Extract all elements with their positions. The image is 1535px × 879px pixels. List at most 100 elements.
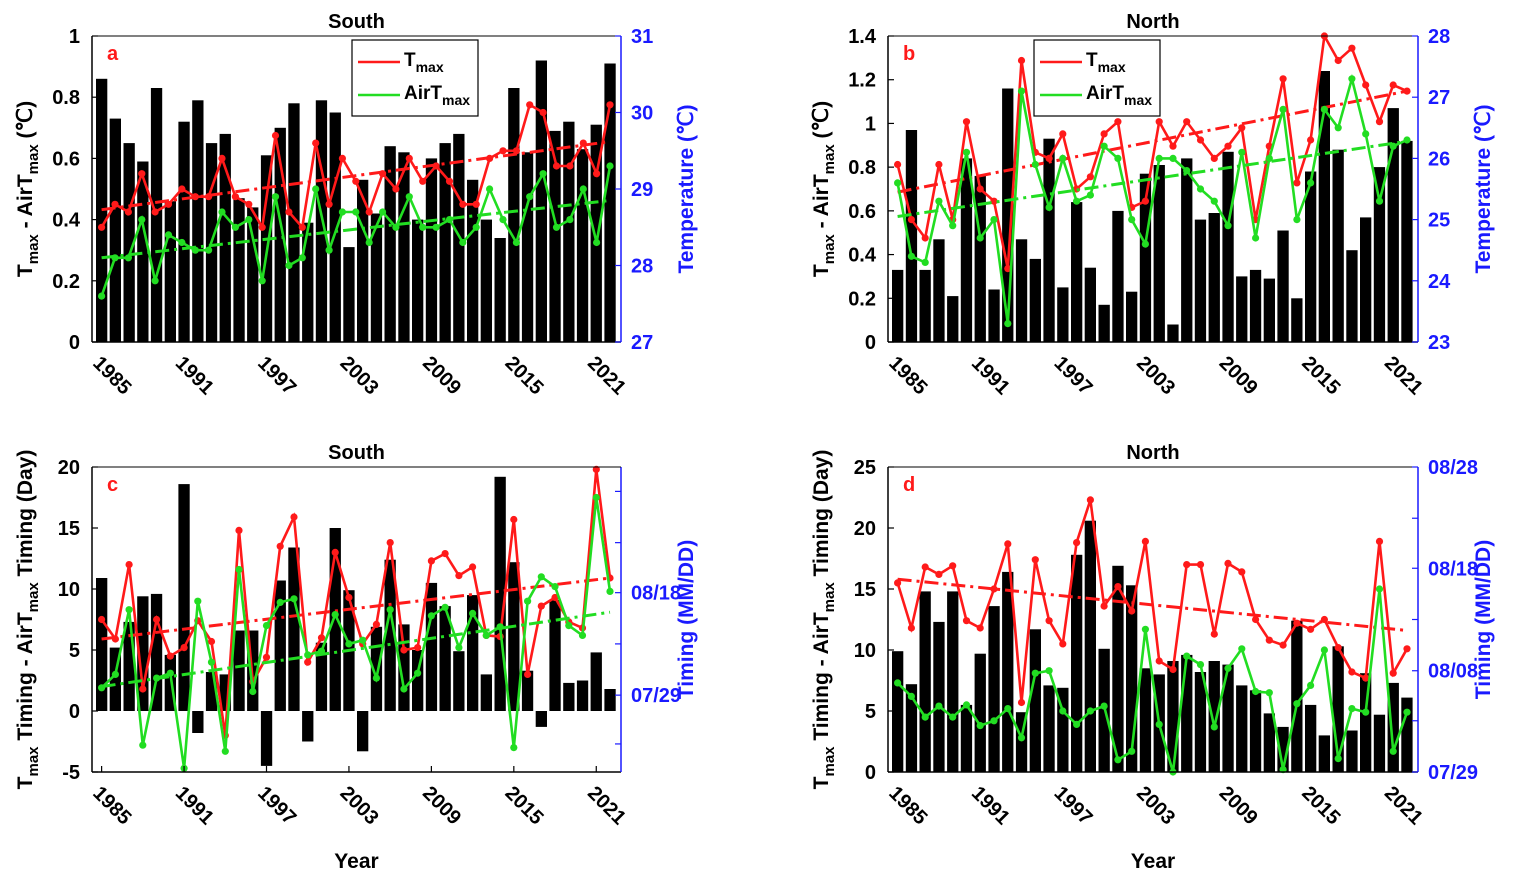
- point-tmax-27: [1265, 636, 1273, 644]
- point-tmax-14: [1086, 496, 1094, 504]
- point-tmax-3: [139, 685, 147, 693]
- point-airtmax-37: [1403, 708, 1411, 716]
- point-airtmax-3: [139, 741, 147, 749]
- right-tick-label: 25: [1428, 210, 1450, 232]
- x-tick-label: 2021: [1380, 352, 1427, 399]
- point-tmax-24: [419, 177, 427, 185]
- point-tmax-28: [472, 200, 480, 208]
- left-tick-label: 0: [865, 762, 876, 784]
- left-axis-label: Tmax - AirTmax (℃): [810, 101, 838, 277]
- legend-tmax-main: T: [404, 50, 416, 71]
- point-airtmax-4: [949, 713, 957, 721]
- bar-1988: [933, 621, 945, 772]
- bar-1993: [1002, 88, 1014, 342]
- bar-2010: [439, 606, 451, 711]
- point-tmax-8: [207, 637, 216, 646]
- point-tmax-30: [499, 147, 507, 155]
- point-airtmax-3: [138, 216, 146, 224]
- bar-2013: [1277, 230, 1289, 342]
- point-airtmax-16: [312, 185, 320, 193]
- right-tick-label: 27: [631, 332, 653, 354]
- point-tmax-30: [1307, 625, 1315, 633]
- x-tick-label: 2021: [1380, 782, 1427, 829]
- bar-1987: [919, 269, 931, 342]
- series-line-tmax: [100, 469, 612, 736]
- point-airtmax-21: [379, 208, 387, 216]
- bar-1994: [1015, 712, 1028, 772]
- bar-2001: [315, 642, 328, 711]
- bar-2002: [329, 528, 341, 711]
- point-airtmax-1: [907, 692, 916, 701]
- point-airtmax-31: [524, 597, 532, 605]
- point-airtmax-35: [566, 216, 574, 224]
- bar-2000: [1098, 304, 1110, 342]
- point-airtmax-23: [1210, 723, 1218, 731]
- point-airtmax-24: [419, 223, 427, 231]
- point-airtmax-31: [512, 238, 521, 247]
- point-airtmax-17: [1128, 216, 1136, 224]
- left-axis-label-part: max: [25, 144, 42, 175]
- point-airtmax-23: [1210, 197, 1218, 205]
- left-axis-label: Tmax Timing - AirTmax Timing (Day): [810, 450, 838, 790]
- bar-1992: [988, 606, 1000, 772]
- bar-2014: [1291, 298, 1303, 342]
- bar-2002: [329, 112, 341, 342]
- bar-2020: [576, 149, 589, 342]
- point-airtmax-11: [1045, 203, 1053, 211]
- bar-2010: [439, 143, 451, 342]
- bar-2004: [357, 711, 369, 752]
- bar-2011: [1249, 269, 1262, 342]
- legend-airtmax-main: AirT: [404, 83, 442, 104]
- x-axis-label: Year: [334, 850, 378, 873]
- bar-2010: [1236, 685, 1248, 772]
- bar-2015: [508, 562, 520, 711]
- point-tmax-24: [1224, 559, 1232, 568]
- legend-airtmax-main: AirT: [1086, 83, 1124, 104]
- bar-2017: [535, 60, 547, 342]
- point-airtmax-6: [178, 238, 186, 247]
- point-airtmax-22: [400, 685, 408, 693]
- bar-2019: [1360, 217, 1372, 342]
- point-tmax-6: [180, 644, 188, 652]
- point-tmax-18: [1141, 197, 1149, 205]
- panel-letter: a: [107, 43, 119, 65]
- bar-1992: [192, 711, 204, 733]
- left-tick-label: 5: [69, 640, 80, 662]
- bar-2012: [1263, 278, 1275, 342]
- bar-1988: [137, 596, 149, 711]
- point-tmax-33: [1348, 668, 1356, 676]
- panel-c: -5 0 5 10 15 20 07/29 08/18 1985 1991 1997 2003 2009…: [14, 442, 698, 873]
- bar-1994: [219, 674, 231, 711]
- legend-tmax-label: Tmax: [1086, 50, 1126, 75]
- point-airtmax-3: [935, 702, 943, 710]
- left-axis-label-part: max: [25, 746, 42, 777]
- left-axis-label-part: max: [821, 746, 838, 777]
- trend-line-tmax: [897, 577, 1408, 632]
- x-tick-label: 2015: [1297, 782, 1344, 829]
- point-tmax-4: [949, 562, 957, 570]
- point-airtmax-19: [1155, 720, 1163, 729]
- point-tmax-5: [164, 200, 173, 208]
- point-airtmax-19: [352, 208, 360, 216]
- bar-2003: [1139, 668, 1152, 772]
- left-tick-label: -5: [62, 762, 80, 784]
- point-airtmax-0: [894, 679, 902, 687]
- panel-title: North: [1126, 442, 1179, 464]
- point-tmax-12: [262, 653, 271, 661]
- point-tmax-15: [304, 658, 312, 666]
- point-tmax-37: [1403, 645, 1411, 653]
- left-axis-label-part: T: [810, 776, 833, 789]
- point-tmax-17: [331, 548, 339, 557]
- panel-title: South: [328, 11, 385, 33]
- point-tmax-6: [976, 185, 984, 193]
- point-tmax-23: [1210, 154, 1218, 162]
- bar-1994: [1015, 239, 1028, 342]
- bar-2005: [370, 626, 383, 711]
- point-tmax-16: [317, 634, 326, 642]
- point-airtmax-11: [1045, 667, 1053, 675]
- legend-airtmax-label: AirTmax: [1086, 83, 1152, 108]
- point-airtmax-8: [1004, 320, 1012, 328]
- point-tmax-10: [235, 526, 243, 535]
- point-airtmax-21: [386, 606, 394, 614]
- bar-1992: [192, 100, 204, 342]
